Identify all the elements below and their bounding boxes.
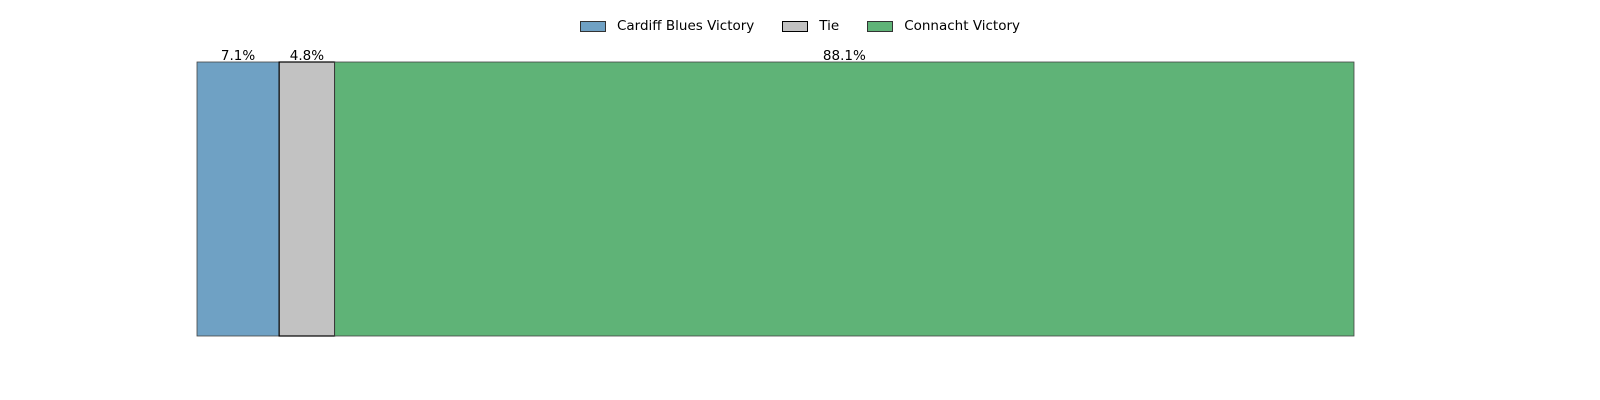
data-label-1: 4.8% <box>290 48 324 64</box>
bar-segment-2 <box>334 61 1355 337</box>
legend-swatch-tie <box>782 20 809 32</box>
legend-swatch-connacht <box>867 20 894 32</box>
legend-label-cardiff: Cardiff Blues Victory <box>616 18 755 34</box>
legend-item-cardiff: Cardiff Blues Victory <box>579 18 755 34</box>
data-label-0: 7.1% <box>221 48 255 64</box>
data-label-2: 88.1% <box>823 48 866 64</box>
legend-item-tie: Tie <box>782 18 839 34</box>
legend-swatch-cardiff <box>579 20 606 32</box>
legend-item-connacht: Connacht Victory <box>867 18 1020 34</box>
bar-segment-0 <box>196 61 280 337</box>
legend: Cardiff Blues Victory Tie Connacht Victo… <box>0 18 1600 34</box>
legend-label-tie: Tie <box>819 18 840 34</box>
legend-label-connacht: Connacht Victory <box>904 18 1021 34</box>
bar-segment-1 <box>278 61 336 337</box>
